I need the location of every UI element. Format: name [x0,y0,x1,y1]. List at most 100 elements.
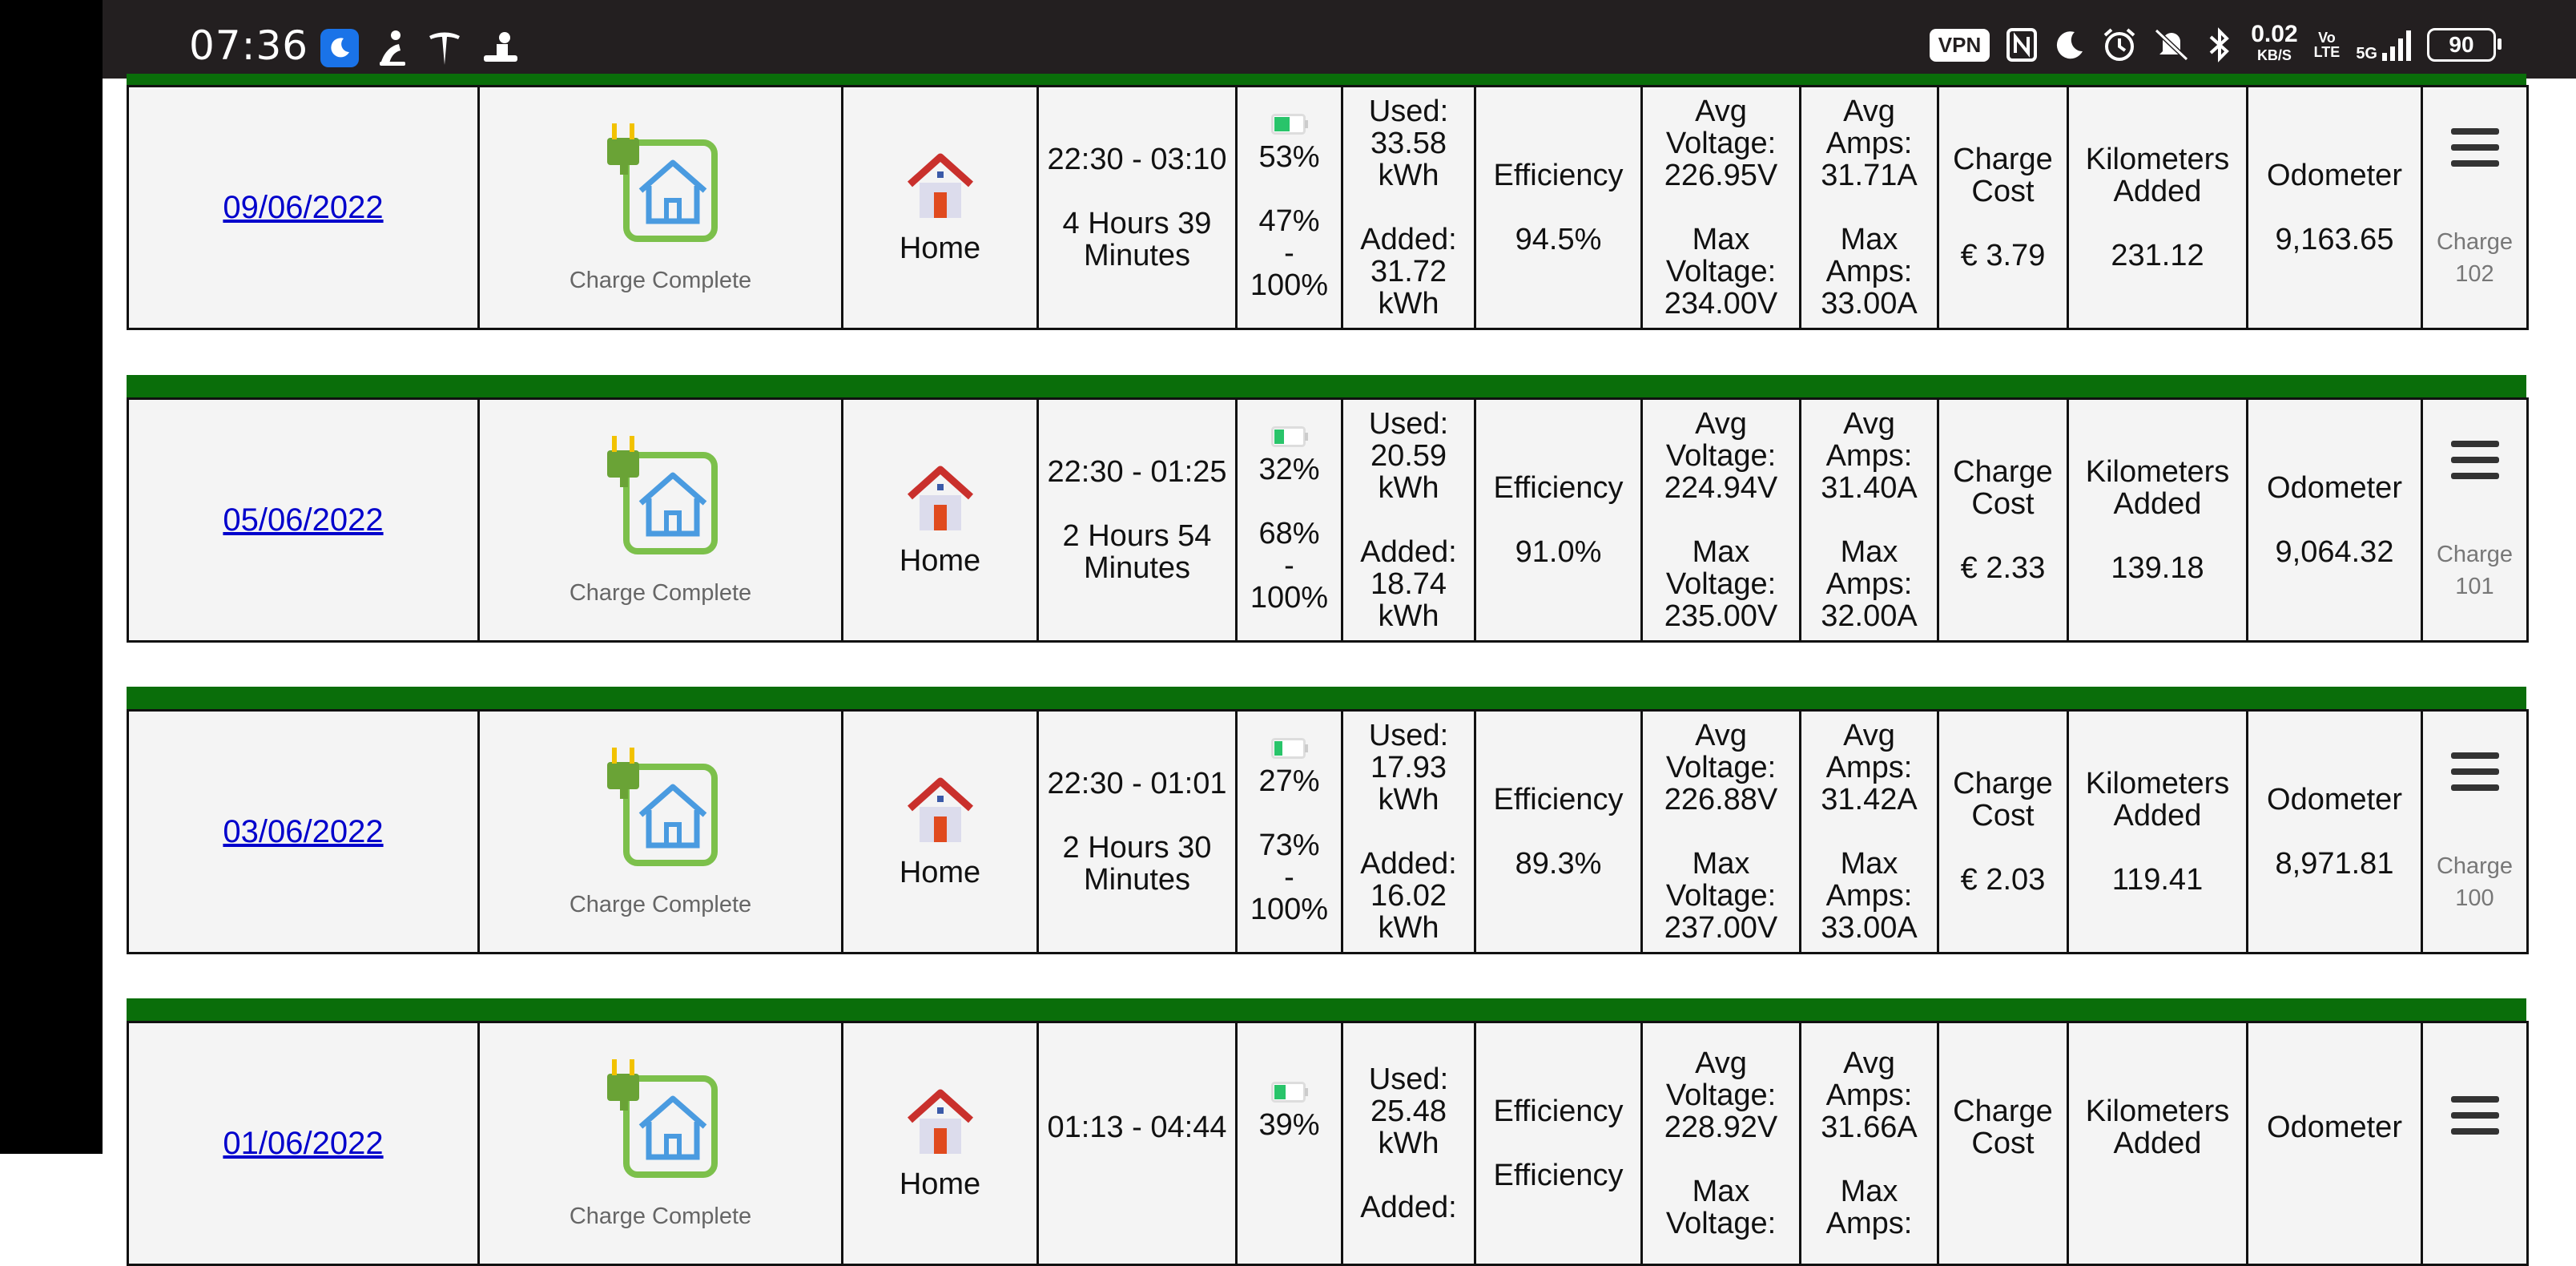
soc-cell: 39% - [1235,1021,1343,1266]
charge-number: Charge 102 [2436,229,2514,287]
added-label: Added: [1360,223,1457,256]
network-type: 5G [2356,45,2377,62]
efficiency-value: Efficiency [1493,1159,1624,1192]
location-cell: Home [841,1021,1039,1266]
cost-value: € 3.79 [1960,239,2046,272]
status-notification-icons [320,29,521,67]
charge-date-link[interactable]: 05/06/2022 [223,502,384,538]
menu-cell: Charge 102 [2421,85,2529,330]
location-label: Home [899,856,981,889]
energy-used: 25.48 kWh [1370,1095,1447,1160]
left-black-margin [0,0,103,1154]
avg-voltage-value: 226.95V [1664,159,1778,192]
soc-start: 27% [1258,764,1320,798]
energy-used: 33.58 kWh [1370,127,1447,192]
efficiency-value: 94.5% [1515,223,1602,256]
avg-amps-value: 31.40A [1821,471,1918,505]
energy-used: 20.59 kWh [1370,439,1447,505]
odometer-cell: Odometer 9,064.32 [2246,397,2423,643]
avg-voltage-value: 228.92V [1664,1111,1778,1144]
efficiency-label: Efficiency [1493,783,1624,816]
ev-charger-house-icon [606,123,718,242]
time-cell: 01:13 - 04:44 [1036,1021,1238,1266]
ev-charger-house-icon [606,748,718,866]
added-label: Added: [1360,1191,1457,1224]
soc-added: 73% [1258,829,1320,862]
cell-signal-icon: 5G [2356,29,2411,62]
date-cell: 09/06/2022 [127,85,480,330]
date-cell: 03/06/2022 [127,709,480,954]
max-voltage-label: Max Voltage: [1665,223,1777,288]
charge-card-header-bar [127,998,2526,1021]
hamburger-menu-icon[interactable] [2449,125,2501,170]
hamburger-menu-icon[interactable] [2449,437,2501,482]
avg-amps-value: 31.66A [1821,1111,1918,1144]
soc-dash: - [1284,236,1294,270]
cost-label: Charge Cost [1953,455,2053,521]
duration: 2 Hours 30 Minutes [1062,831,1212,897]
max-amps-value: 33.00A [1821,911,1918,945]
location-cell: Home [841,85,1039,330]
cost-label: Charge Cost [1953,143,2053,208]
amps-cell: Avg Amps: 31.40A Max Amps: 32.00A [1799,397,1939,643]
energy-used: 17.93 kWh [1370,751,1447,816]
alarm-icon [2103,28,2135,61]
efficiency-cell: Efficiency 89.3% [1474,709,1643,954]
max-amps-label: Max Amps: [1825,847,1913,913]
vpn-icon: VPN [1929,28,1990,62]
km-cell: Kilometers Added 139.18 [2067,397,2248,643]
nfc-icon [2006,28,2038,62]
charge-status-label: Charge Complete [569,580,752,606]
max-amps-label: Max Amps: [1825,1175,1913,1240]
voltage-cell: Avg Voltage: 226.95V Max Voltage: 234.00… [1640,85,1801,330]
amps-cell: Avg Amps: 31.66A Max Amps: [1799,1021,1939,1266]
soc-end: 100% [1250,581,1329,615]
odometer-value: 8,971.81 [2275,847,2394,881]
odometer-cell: Odometer 9,163.65 [2246,85,2423,330]
dnd-moon-icon [320,29,359,67]
avg-voltage-label: Avg Voltage: [1665,95,1777,160]
avg-voltage-value: 226.88V [1664,783,1778,816]
battery-icon: 90 [2427,28,2502,62]
soc-added: 47% [1258,204,1320,238]
charge-date-link[interactable]: 01/06/2022 [223,1125,384,1161]
charge-date-link[interactable]: 03/06/2022 [223,813,384,849]
odometer-label: Odometer [2267,471,2402,505]
location-cell: Home [841,709,1039,954]
charge-date-link[interactable]: 09/06/2022 [223,189,384,225]
efficiency-label: Efficiency [1493,471,1624,505]
ev-charger-house-icon [606,436,718,554]
energy-added: 16.02 kWh [1370,879,1447,945]
soc-end: 100% [1250,268,1329,302]
odometer-label: Odometer [2267,1111,2402,1144]
used-label: Used: [1368,1062,1449,1096]
avg-amps-label: Avg Amps: [1825,407,1913,473]
efficiency-cell: Efficiency Efficiency [1474,1021,1643,1266]
soc-start: 32% [1258,453,1320,486]
charge-status-cell: Charge Complete [477,85,843,330]
soc-dash: - [1284,861,1294,894]
soc-dash: - [1284,549,1294,583]
date-cell: 05/06/2022 [127,397,480,643]
max-amps-label: Max Amps: [1825,535,1913,601]
charge-row: 03/06/2022 Charge Complete [127,709,2529,954]
battery-level-icon [1270,114,1308,135]
added-label: Added: [1360,535,1457,569]
soc-start: 53% [1258,140,1320,174]
volte-bottom: LTE [2313,44,2341,60]
volte-indicator: Vo LTE [2314,30,2341,59]
odometer-label: Odometer [2267,783,2402,816]
menu-cell: Charge 100 [2421,709,2529,954]
avg-voltage-value: 224.94V [1664,471,1778,505]
hamburger-menu-icon[interactable] [2449,749,2501,794]
km-value: 119.41 [2111,863,2204,897]
km-label: Kilometers Added [2085,767,2230,833]
avg-voltage-label: Avg Voltage: [1665,407,1777,473]
network-speed-value: 0.02 [2251,21,2298,47]
max-voltage-value: 234.00V [1664,287,1778,321]
cost-cell: Charge Cost € 3.79 [1937,85,2069,330]
efficiency-label: Efficiency [1493,1095,1624,1128]
soc-cell: 27% 73% - 100% [1235,709,1343,954]
hamburger-menu-icon[interactable] [2449,1093,2501,1138]
avg-voltage-label: Avg Voltage: [1665,719,1777,784]
